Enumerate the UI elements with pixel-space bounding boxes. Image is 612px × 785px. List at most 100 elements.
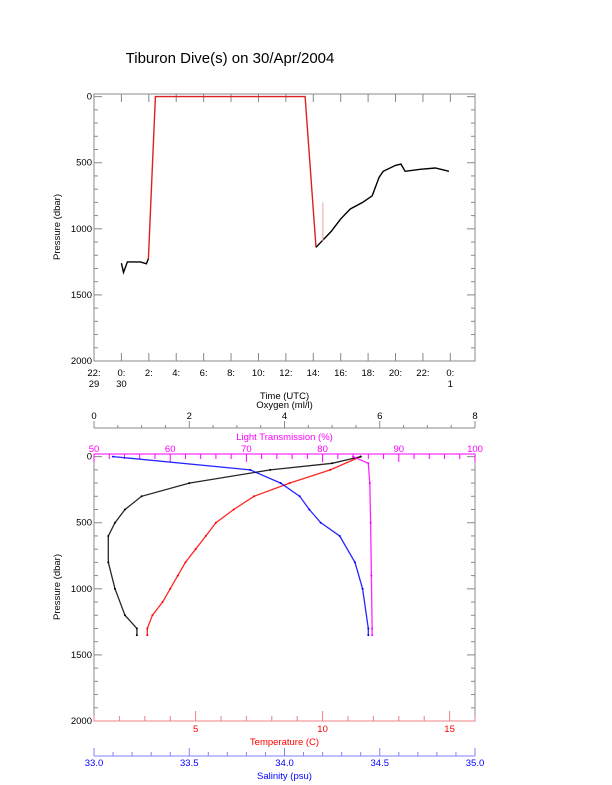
- top-x-tick-label: 8:: [227, 368, 235, 379]
- profile-point-temperature: [184, 561, 187, 564]
- bottom-y-tick-label: 1500: [71, 650, 92, 661]
- temperature-axis-label: Temperature (C): [250, 737, 319, 748]
- salinity-tick-label: 33.0: [85, 758, 104, 769]
- light-tick-label: 80: [317, 444, 328, 455]
- light-tick-label: 60: [165, 444, 176, 455]
- profile-point-temperature: [161, 601, 164, 604]
- oxygen-tick-label: 6: [377, 411, 382, 422]
- profile-point-oxygen: [107, 534, 110, 537]
- top-x-tick-date-label: 30: [116, 379, 127, 390]
- bottom-y-tick-label: 2000: [71, 716, 92, 727]
- profile-point-salinity: [112, 455, 115, 458]
- profile-point-salinity: [367, 634, 370, 637]
- top-x-tick-label: 12:: [279, 368, 292, 379]
- top-x-tick-label: 0:: [117, 368, 125, 379]
- profile-point-salinity: [249, 468, 252, 471]
- profile-point-temperature: [169, 587, 172, 590]
- profile-point-oxygen: [269, 468, 272, 471]
- profile-point-temperature: [329, 468, 332, 471]
- bottom-y-tick-label: 500: [76, 518, 92, 529]
- profile-point-oxygen: [107, 561, 110, 564]
- oxygen-axis-label: Oxygen (ml/l): [256, 400, 312, 411]
- profile-point-oxygen: [123, 614, 126, 617]
- top-y-tick-label: 500: [76, 158, 92, 169]
- profile-point-salinity: [353, 561, 356, 564]
- profile-point-oxygen: [188, 482, 191, 485]
- top-x-tick-label: 20:: [389, 368, 402, 379]
- top-x-tick-date-label: 29: [89, 379, 100, 390]
- profile-point-temperature: [253, 495, 256, 498]
- profile-point-temperature: [151, 614, 154, 617]
- chart-title: Tiburon Dive(s) on 30/Apr/2004: [125, 50, 335, 67]
- profile-point-oxygen: [331, 462, 334, 465]
- temperature-tick-label: 15: [444, 724, 455, 735]
- top-plot-frame: [93, 93, 476, 362]
- top-x-tick-date-label: 1: [448, 379, 453, 390]
- profile-point-oxygen: [113, 587, 116, 590]
- profile-point-light: [369, 521, 372, 524]
- light-tick-label: 70: [241, 444, 252, 455]
- profile-point-oxygen: [135, 634, 138, 637]
- profile-point-light: [367, 462, 370, 465]
- profile-point-temperature: [232, 508, 235, 511]
- profile-point-light: [370, 574, 373, 577]
- profile-temperature: [146, 456, 361, 636]
- top-x-tick-label: 18:: [361, 368, 374, 379]
- light-tick-label: 100: [467, 444, 483, 455]
- bottom-y-tick-label: 1000: [71, 584, 92, 595]
- light-tick-label: 50: [89, 444, 100, 455]
- profile-point-oxygen: [123, 508, 126, 511]
- top-x-tick-label: 4:: [172, 368, 180, 379]
- profile-point-temperature: [288, 482, 291, 485]
- bottom-y-tick-label: 0: [87, 452, 92, 463]
- bottom-y-axis-label: Pressure (dbar): [52, 554, 63, 620]
- profile-point-oxygen: [359, 455, 362, 458]
- top-y-tick-label: 1500: [71, 290, 92, 301]
- top-y-tick-label: 2000: [71, 356, 92, 367]
- profile-point-salinity: [367, 627, 370, 630]
- top-series-on-bottom-2: [315, 163, 450, 248]
- profile-point-temperature: [176, 574, 179, 577]
- salinity-tick-label: 33.5: [180, 758, 199, 769]
- oxygen-tick-label: 0: [91, 411, 96, 422]
- profile-oxygen: [107, 455, 361, 636]
- profile-point-salinity: [319, 521, 322, 524]
- top-x-tick-label: 22:: [416, 368, 429, 379]
- salinity-tick-label: 34.5: [371, 758, 390, 769]
- profile-point-light: [368, 482, 371, 485]
- top-x-tick-label: 6:: [200, 368, 208, 379]
- profile-point-light: [371, 627, 374, 630]
- salinity-tick-label: 34.0: [275, 758, 294, 769]
- top-series-on-bottom: [120, 258, 150, 275]
- profile-point-salinity: [279, 482, 282, 485]
- top-x-axis-label: Time (UTC): [260, 391, 309, 402]
- salinity-axis-label: Salinity (psu): [257, 771, 312, 782]
- top-x-tick-label: 22:: [87, 368, 100, 379]
- profile-point-salinity: [298, 495, 301, 498]
- profile-point-temperature: [214, 521, 217, 524]
- profile-point-salinity: [338, 534, 341, 537]
- profile-point-temperature: [146, 634, 149, 637]
- oxygen-tick-label: 8: [472, 411, 477, 422]
- top-x-tick-label: 2:: [145, 368, 153, 379]
- profile-point-salinity: [308, 508, 311, 511]
- light-tick-label: 90: [394, 444, 405, 455]
- profile-salinity: [113, 455, 369, 636]
- profile-point-light: [352, 455, 355, 458]
- salinity-tick-label: 35.0: [466, 758, 485, 769]
- profile-point-oxygen: [140, 495, 143, 498]
- oxygen-tick-label: 4: [282, 411, 287, 422]
- profile-point-temperature: [194, 548, 197, 551]
- profile-point-temperature: [204, 534, 207, 537]
- top-x-tick-label: 10:: [252, 368, 265, 379]
- profile-point-light: [371, 634, 374, 637]
- top-y-axis-label: Pressure (dbar): [52, 194, 63, 260]
- oxygen-tick-label: 2: [187, 411, 192, 422]
- profile-point-temperature: [146, 627, 149, 630]
- profile-point-oxygen: [113, 521, 116, 524]
- top-x-tick-label: 14:: [307, 368, 320, 379]
- top-series-transit: [147, 95, 317, 259]
- top-x-tick-label: 0:: [446, 368, 454, 379]
- top-y-tick-label: 1000: [71, 224, 92, 235]
